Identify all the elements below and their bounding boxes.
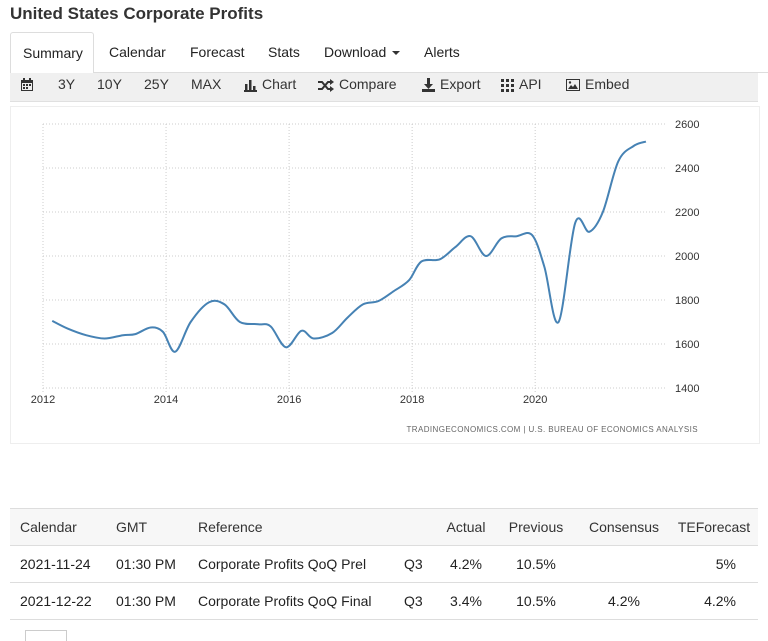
tab-forecast[interactable]: Forecast [190,44,245,60]
chevron-down-icon [392,51,401,56]
table-row: 2021-11-24 01:30 PM Corporate Profits Qo… [10,545,758,583]
tab-stats[interactable]: Stats [268,44,300,60]
row-consensus: 4.2% [578,582,670,620]
range-10y-button[interactable]: 10Y [97,76,122,92]
row-previous: 10.5% [494,545,578,583]
range-3y-button[interactable]: 3Y [58,76,76,92]
row-previous: 10.5% [494,582,578,620]
row-teforecast: 5% [670,545,758,583]
tab-calendar[interactable]: Calendar [109,44,166,60]
tab-summary[interactable]: Summary [10,32,94,74]
row-consensus [578,545,670,583]
row-reference[interactable]: Corporate Profits QoQ Prel [188,545,394,583]
y-tick-label: 2200 [675,207,699,219]
embed-button-label: Embed [585,76,630,92]
row-reference[interactable]: Corporate Profits QoQ Final [188,582,394,620]
row-period: Q3 [394,545,438,583]
header-reference: Reference [188,508,394,546]
embed-button[interactable]: Embed [566,73,629,101]
x-tick-label: 2018 [400,394,424,406]
x-tick-label: 2016 [277,394,301,406]
x-tick-label: 2014 [154,394,178,406]
header-period [394,508,438,546]
nav-tabs: Summary Calendar Forecast Stats Download… [10,32,768,74]
image-icon [566,79,580,92]
compare-button[interactable]: Compare [318,73,397,101]
api-button-label: API [519,76,542,92]
compare-button-label: Compare [339,76,397,92]
tab-alerts[interactable]: Alerts [424,44,460,60]
header-previous: Previous [494,508,578,546]
range-25y-button[interactable]: 25Y [144,76,169,92]
header-teforecast: TEForecast [670,508,758,546]
row-teforecast: 4.2% [670,582,758,620]
pagination-stub [25,630,67,641]
y-tick-label: 2000 [675,251,699,263]
export-button[interactable]: Export [422,73,480,101]
row-actual: 3.4% [438,582,494,620]
x-tick-label: 2012 [31,394,55,406]
header-actual: Actual [438,508,494,546]
row-gmt: 01:30 PM [106,545,188,583]
y-tick-label: 2400 [675,163,699,175]
line-chart: 1400 1600 1800 2000 2200 2400 2600 2012 2014 2016… [31,119,700,434]
table-header-row: Calendar GMT Reference Actual Previous C… [10,508,758,546]
range-max-button[interactable]: MAX [191,76,222,92]
row-date: 2021-12-22 [10,582,106,620]
calendar-icon[interactable] [20,73,39,101]
table-row: 2021-12-22 01:30 PM Corporate Profits Qo… [10,582,758,620]
tab-download[interactable]: Download [312,32,412,72]
header-gmt: GMT [106,508,188,546]
y-tick-label: 1400 [675,383,699,395]
page-title: United States Corporate Profits [10,4,264,23]
grid-icon [501,78,514,92]
y-tick-label: 1600 [675,339,699,351]
calendar-table: Calendar GMT Reference Actual Previous C… [10,508,758,620]
tab-download-label: Download [324,44,387,60]
bar-chart-icon [244,79,257,92]
header-calendar: Calendar [10,508,106,546]
row-period: Q3 [394,582,438,620]
y-tick-label: 2600 [675,119,699,131]
chart-toolbar: 3Y 10Y 25Y MAX Chart Compare Export API … [10,73,758,102]
chart-button[interactable]: Chart [244,73,296,101]
export-button-label: Export [440,76,481,92]
row-gmt: 01:30 PM [106,582,188,620]
y-tick-label: 1800 [675,295,699,307]
x-tick-label: 2020 [523,394,547,406]
chart-container: 1400 1600 1800 2000 2200 2400 2600 2012 2014 2016… [10,106,760,444]
shuffle-icon [318,78,334,92]
chart-button-label: Chart [262,76,297,92]
header-consensus: Consensus [578,508,670,546]
api-button[interactable]: API [501,73,542,101]
row-actual: 4.2% [438,545,494,583]
series-line [51,140,647,353]
download-icon [422,78,435,93]
row-date: 2021-11-24 [10,545,106,583]
chart-source-label: TRADINGECONOMICS.COM | U.S. BUREAU OF EC… [407,425,698,434]
